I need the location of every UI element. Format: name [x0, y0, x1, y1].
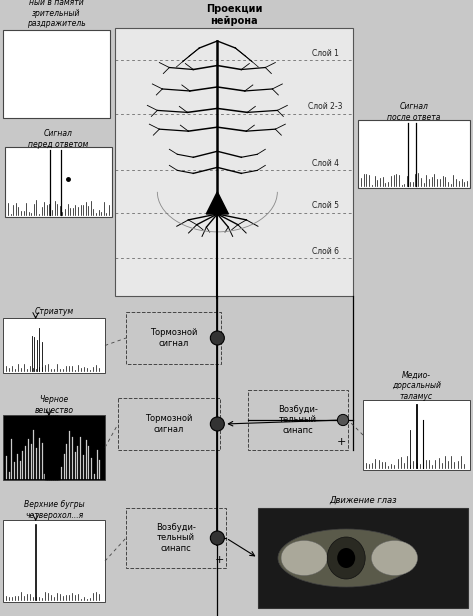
- Text: Возбуди-
тельный
синапс: Возбуди- тельный синапс: [156, 523, 196, 553]
- Circle shape: [210, 331, 224, 345]
- Text: Медио-
дорсальный
таламус: Медио- дорсальный таламус: [392, 371, 441, 401]
- Text: +: +: [336, 437, 346, 447]
- Circle shape: [210, 417, 224, 431]
- Text: Возбуди-
тельный
синапс: Возбуди- тельный синапс: [278, 405, 318, 435]
- Text: Слой 6: Слой 6: [312, 247, 339, 256]
- Text: +: +: [214, 555, 224, 565]
- Text: Стриатум: Стриатум: [35, 307, 74, 317]
- Circle shape: [210, 531, 224, 545]
- Ellipse shape: [371, 540, 418, 575]
- Bar: [126, 508, 226, 568]
- Text: Слой 1: Слой 1: [312, 49, 339, 58]
- Text: Слой 5: Слой 5: [312, 201, 339, 211]
- Text: Тормозной
сигнал: Тормозной сигнал: [150, 328, 197, 347]
- Bar: [363, 400, 470, 470]
- Bar: [115, 28, 353, 296]
- Ellipse shape: [337, 548, 355, 568]
- Bar: [5, 147, 112, 217]
- Text: Восстановлен-
ный в памяти
зрительный
раздражитель: Восстановлен- ный в памяти зрительный ра…: [27, 0, 86, 28]
- Bar: [3, 415, 105, 480]
- Text: Проекции
нейрона: Проекции нейрона: [206, 4, 262, 26]
- Ellipse shape: [281, 540, 327, 575]
- Bar: [118, 398, 220, 450]
- Ellipse shape: [278, 529, 414, 587]
- Text: Слой 4: Слой 4: [312, 158, 339, 168]
- Bar: [126, 312, 221, 364]
- Ellipse shape: [327, 537, 365, 579]
- Polygon shape: [206, 192, 228, 214]
- Bar: [3, 520, 105, 602]
- Circle shape: [337, 415, 349, 426]
- Text: Тормозной
сигнал: Тормозной сигнал: [145, 415, 193, 434]
- Bar: [3, 318, 105, 373]
- Bar: [358, 120, 470, 188]
- Text: Черное
вещество: Черное вещество: [35, 395, 73, 415]
- Text: Верхние бугры
четверохол...я: Верхние бугры четверохол...я: [24, 500, 84, 520]
- Text: Сигнал
перед ответом: Сигнал перед ответом: [28, 129, 88, 148]
- Text: Сигнал
после ответа: Сигнал после ответа: [387, 102, 441, 122]
- Bar: [258, 508, 468, 608]
- Bar: [3, 30, 110, 118]
- Text: Слой 2-3: Слой 2-3: [308, 102, 342, 111]
- Text: Движение глаз: Движение глаз: [329, 495, 397, 505]
- Bar: [248, 390, 348, 450]
